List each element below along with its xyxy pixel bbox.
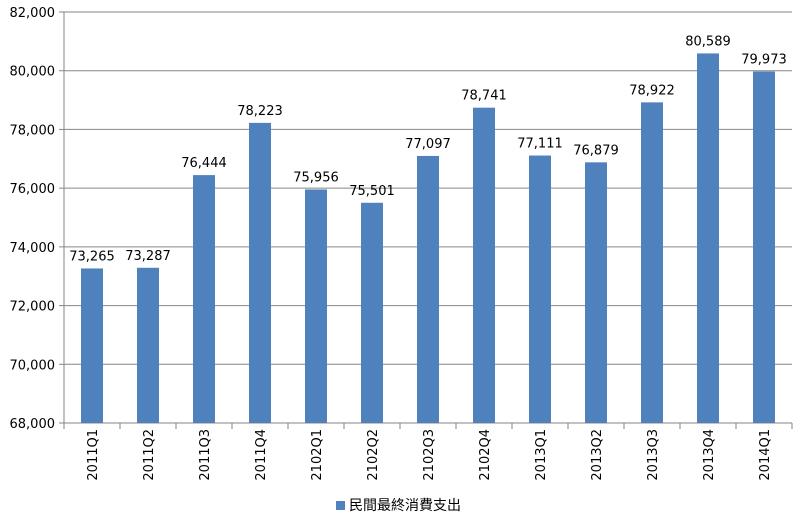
x-tick-label: 2013Q2 — [590, 429, 605, 481]
data-label: 78,223 — [237, 104, 283, 119]
data-label: 76,444 — [181, 156, 227, 171]
x-tick-label: 2013Q4 — [702, 429, 717, 481]
x-tick-label: 2011Q3 — [198, 429, 213, 481]
data-label: 73,287 — [125, 249, 171, 264]
data-label: 77,111 — [517, 137, 563, 152]
x-tick-label: 2102Q2 — [366, 429, 381, 481]
bar — [81, 268, 103, 423]
y-tick-label: 82,000 — [10, 6, 56, 21]
y-tick-label: 68,000 — [10, 417, 56, 432]
bar — [361, 202, 383, 423]
x-tick-label: 2102Q1 — [310, 429, 325, 481]
y-tick-label: 80,000 — [10, 65, 56, 80]
bar — [137, 267, 159, 423]
legend-label: 民間最終消費支出 — [349, 498, 461, 514]
legend-swatch — [336, 500, 345, 510]
x-tick-label: 2013Q1 — [534, 429, 549, 481]
data-label: 75,956 — [293, 170, 339, 185]
y-tick-label: 70,000 — [10, 358, 56, 373]
x-tick-label: 2013Q3 — [646, 429, 661, 481]
data-label: 73,265 — [69, 249, 115, 264]
bar — [529, 155, 551, 423]
bar — [305, 189, 327, 423]
y-tick-label: 78,000 — [10, 123, 56, 138]
bar — [641, 102, 663, 424]
bar — [249, 122, 271, 423]
legend: 民間最終消費支出 — [0, 494, 797, 516]
data-label: 80,589 — [685, 34, 731, 49]
data-label: 77,097 — [405, 137, 451, 152]
data-label: 75,501 — [349, 184, 395, 199]
data-label: 79,973 — [741, 53, 787, 68]
x-tick-label: 2102Q3 — [422, 429, 437, 481]
bar — [585, 162, 607, 423]
bar — [473, 107, 495, 423]
x-tick-label: 2102Q4 — [478, 429, 493, 481]
data-labels: 73,265 73,287 76,444 78,223 75,956 75,501 77,0… — [69, 34, 787, 264]
x-axis-ticks: 2011Q1 2011Q2 2011Q3 2011Q4 2102Q1 2102Q2 2102… — [63, 423, 793, 481]
bar — [697, 53, 719, 424]
x-tick-label: 2011Q2 — [142, 429, 157, 481]
y-axis-ticks: 68,000 70,000 72,000 74,000 76,000 78,000 80,0… — [10, 6, 56, 432]
data-label: 76,879 — [573, 143, 619, 158]
data-label: 78,922 — [629, 83, 675, 98]
y-tick-label: 72,000 — [10, 300, 56, 315]
bar — [193, 175, 215, 423]
x-tick-label: 2011Q4 — [254, 429, 269, 481]
x-tick-label: 2014Q1 — [758, 429, 773, 481]
x-tick-label: 2011Q1 — [86, 429, 101, 481]
bar — [417, 155, 439, 424]
bar-series — [81, 53, 775, 424]
bar — [753, 71, 775, 423]
y-tick-label: 74,000 — [10, 241, 56, 256]
y-tick-label: 76,000 — [10, 182, 56, 197]
data-label: 78,741 — [461, 89, 507, 104]
